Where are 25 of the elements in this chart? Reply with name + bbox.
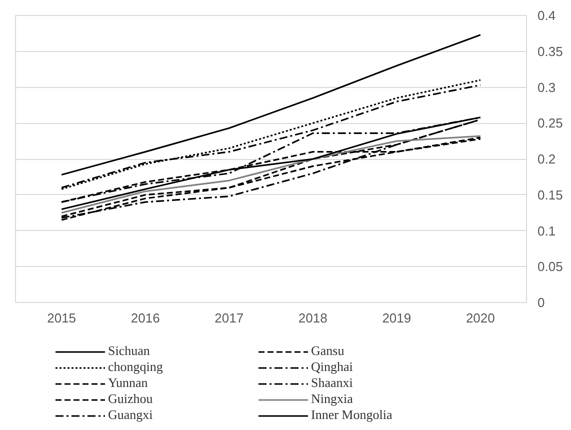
y-tick-label: 0.2 [538,152,556,166]
y-tick-label: 0.4 [538,8,556,23]
legend-label: Guangxi [108,407,154,423]
y-tick-label: 0.3 [538,80,556,95]
legend-label: Ningxia [311,391,354,407]
x-tick-label: 2015 [47,310,76,326]
y-tick-label: 0.1 [538,223,556,238]
y-tick-label: 0.15 [538,187,563,202]
legend-label: Gansu [311,343,346,359]
y-tick-label: 0.05 [538,259,563,274]
legend-label: chongqing [108,359,164,375]
legend-label: Guizhou [108,391,154,407]
legend-label: Inner Mongolia [311,407,394,423]
legend-label: Yunnan [108,375,149,391]
legend-label: Shaanxi [311,375,354,391]
y-tick-label: 0.25 [538,116,563,131]
x-tick-label: 2016 [130,310,160,326]
y-tick-label: 0 [538,295,545,310]
x-tick-label: 2018 [298,310,328,326]
x-tick-label: 2019 [382,310,412,326]
legend-label: Qinghai [311,359,354,375]
legend-label: Sichuan [108,343,151,359]
x-tick-label: 2020 [466,310,495,326]
x-tick-label: 2017 [214,310,244,326]
y-tick-label: 0.35 [538,44,563,59]
